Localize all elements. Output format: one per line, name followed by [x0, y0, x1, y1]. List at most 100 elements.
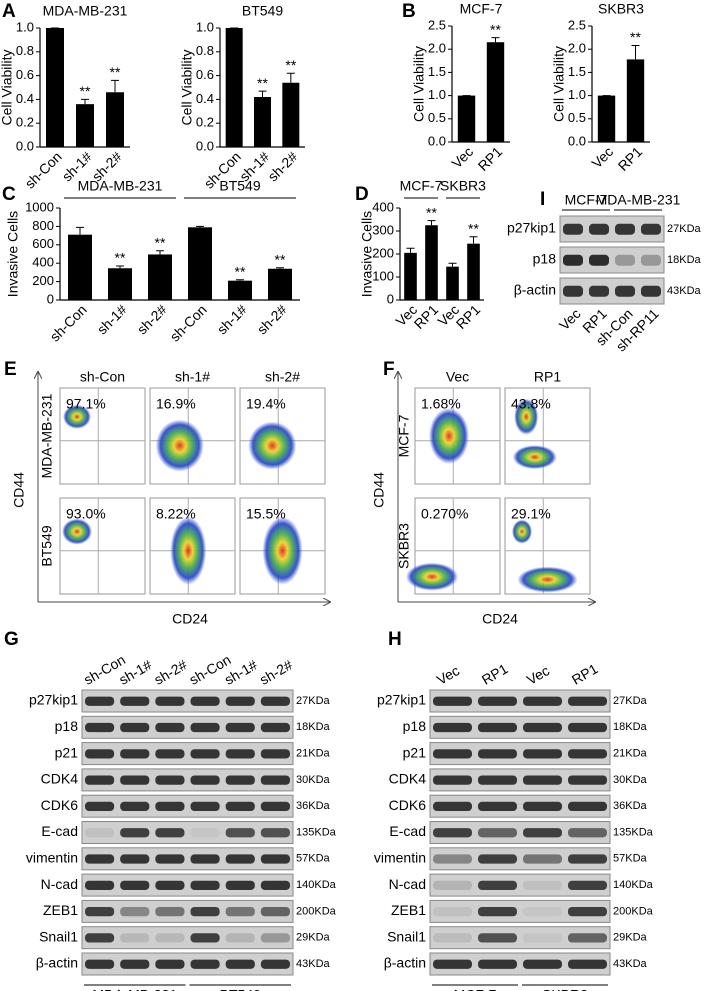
- band: [190, 775, 220, 785]
- band: [478, 696, 517, 706]
- y-tick-label: 0.4: [196, 91, 214, 106]
- band: [478, 749, 517, 759]
- y-tick-label: 1000: [25, 199, 54, 214]
- band: [120, 880, 150, 890]
- error-bar: [406, 247, 415, 253]
- blot-strip: [81, 847, 294, 871]
- error-bar: [111, 79, 119, 93]
- bar: [106, 92, 124, 147]
- blot-strip: [81, 715, 294, 739]
- band: [433, 854, 472, 864]
- band: [260, 933, 290, 943]
- blot-strip: [429, 847, 611, 871]
- band: [523, 722, 562, 733]
- x-axis-label: CD24: [172, 611, 208, 627]
- y-tick-label: 0: [387, 291, 394, 306]
- y-tick-label: 1.0: [196, 19, 214, 34]
- blot-strip: [81, 768, 294, 792]
- percentage: 29.1%: [511, 506, 551, 522]
- band: [523, 749, 562, 759]
- plot-frame: [59, 497, 146, 595]
- band: [568, 907, 607, 917]
- error-bar: [286, 72, 295, 83]
- y-tick-label: 600: [32, 236, 54, 251]
- panel-letter: E: [4, 359, 17, 380]
- protein-label: p21: [403, 744, 427, 760]
- band: [615, 254, 635, 266]
- significance: **: [275, 252, 286, 268]
- chart-title: SKBR3: [598, 1, 644, 17]
- band: [568, 696, 607, 706]
- protein-label: p27kip1: [29, 692, 78, 708]
- chart-title: BT549: [242, 3, 283, 19]
- significance: **: [426, 204, 437, 220]
- group-label: MDA-MB-231: [92, 987, 177, 991]
- bar: [446, 266, 459, 300]
- protein-label: N-cad: [41, 876, 78, 892]
- error-bar: [76, 226, 84, 235]
- band: [615, 223, 635, 235]
- protein-label: p18: [533, 251, 557, 267]
- significance: **: [630, 29, 641, 45]
- band: [120, 749, 150, 759]
- band: [260, 801, 290, 812]
- band: [190, 880, 220, 890]
- bar: [68, 234, 92, 300]
- band: [641, 254, 661, 266]
- band: [190, 828, 220, 838]
- y-tick-label: 0.2: [16, 115, 34, 130]
- band: [523, 854, 562, 864]
- blot-strip: [81, 794, 294, 818]
- group-label: MCF-7: [565, 192, 608, 208]
- panel-letter: D: [355, 184, 369, 205]
- y-axis-label: Cell Viability: [179, 50, 195, 126]
- significance: **: [115, 250, 126, 266]
- band: [85, 749, 115, 759]
- size-label: 43KDa: [613, 958, 648, 970]
- y-tick-label: 2.0: [568, 41, 586, 56]
- band: [155, 907, 185, 917]
- band: [433, 749, 472, 759]
- y-tick-label: 1.0: [16, 19, 34, 34]
- band: [155, 749, 185, 759]
- band: [85, 801, 115, 812]
- band: [523, 933, 562, 943]
- protein-label: p27kip1: [377, 692, 426, 708]
- band: [568, 828, 607, 838]
- y-tick-label: 0.4: [16, 91, 34, 106]
- protein-label: β-actin: [36, 955, 78, 971]
- band: [225, 959, 255, 969]
- density-cloud: [248, 421, 297, 470]
- size-label: 18KDa: [613, 721, 648, 733]
- band: [589, 223, 609, 235]
- size-label: 140KDa: [296, 879, 337, 891]
- protein-label: vimentin: [26, 850, 78, 866]
- percentage: 0.270%: [421, 506, 468, 522]
- panel-letter: F: [383, 359, 395, 380]
- y-tick-label: 200: [32, 273, 54, 288]
- bar: [46, 28, 64, 147]
- y-tick-label: 100: [372, 268, 394, 283]
- panel-letter: G: [4, 629, 19, 650]
- y-tick-label: 0.8: [16, 43, 34, 58]
- density-cloud: [514, 398, 539, 435]
- size-label: 200KDa: [296, 905, 337, 917]
- band: [260, 907, 290, 917]
- band: [225, 696, 255, 706]
- size-label: 30KDa: [296, 774, 331, 786]
- band: [155, 722, 185, 733]
- bar: [282, 82, 300, 147]
- band: [589, 285, 609, 297]
- y-axis-label: Cell Viability: [411, 46, 427, 122]
- band: [120, 907, 150, 917]
- band: [478, 959, 517, 969]
- band: [433, 696, 472, 706]
- panel-letter: B: [402, 1, 416, 22]
- band: [260, 828, 290, 838]
- size-label: 29KDa: [296, 932, 331, 944]
- plot-frame: [59, 387, 146, 485]
- blot-strip: [81, 952, 294, 976]
- row-label: MCF-7: [396, 414, 412, 457]
- bar: [597, 95, 616, 142]
